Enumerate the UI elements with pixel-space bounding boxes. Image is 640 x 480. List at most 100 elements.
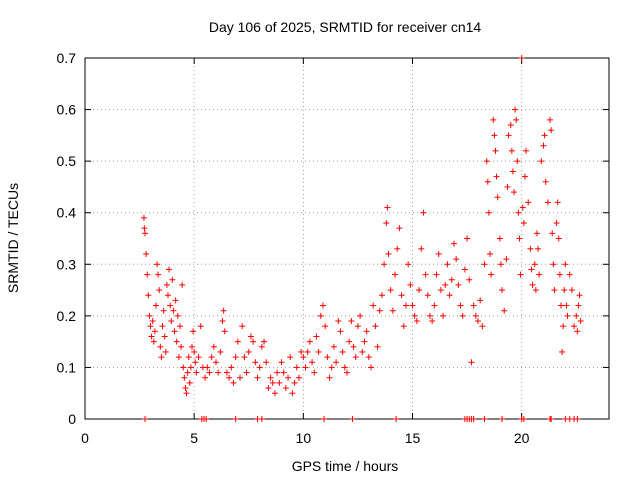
data-point	[291, 379, 298, 386]
data-point	[202, 374, 209, 381]
data-point	[368, 364, 375, 371]
x-tick-label: 0	[81, 430, 89, 446]
data-point	[557, 302, 564, 309]
data-point	[431, 302, 438, 309]
data-point	[420, 209, 427, 216]
data-point	[241, 354, 248, 361]
data-point	[385, 250, 392, 257]
data-point	[485, 209, 492, 216]
data-point	[576, 292, 583, 299]
data-point	[503, 256, 510, 263]
data-point	[527, 245, 534, 252]
data-point	[191, 348, 198, 355]
data-point	[400, 323, 407, 330]
data-point	[309, 359, 316, 366]
data-point	[496, 235, 503, 242]
data-point	[234, 338, 241, 345]
data-point	[481, 261, 488, 268]
data-point	[256, 364, 263, 371]
data-point	[551, 287, 558, 294]
data-point	[453, 256, 460, 263]
data-point	[370, 302, 377, 309]
data-point	[540, 142, 547, 149]
data-point	[394, 245, 401, 252]
data-point	[333, 359, 340, 366]
data-point	[396, 225, 403, 232]
data-point	[560, 323, 567, 330]
data-point	[359, 348, 366, 355]
zero-marker	[548, 416, 555, 422]
data-point	[226, 374, 233, 381]
data-point	[206, 369, 213, 376]
data-point	[566, 271, 573, 278]
data-point	[529, 281, 536, 288]
data-point	[424, 292, 431, 299]
data-point	[263, 359, 270, 366]
data-point	[461, 266, 468, 273]
data-point	[185, 354, 192, 361]
data-point	[381, 261, 388, 268]
data-point	[450, 240, 457, 247]
data-point	[230, 379, 237, 386]
data-point	[477, 297, 484, 304]
data-point	[554, 199, 561, 206]
data-point	[488, 271, 495, 278]
data-point	[190, 328, 197, 335]
data-point	[304, 348, 311, 355]
data-point	[220, 307, 227, 314]
data-point	[223, 369, 230, 376]
data-point	[173, 338, 180, 345]
data-point	[483, 158, 490, 165]
data-point	[254, 374, 261, 381]
data-point	[411, 312, 418, 319]
data-point	[239, 323, 246, 330]
data-point	[357, 312, 364, 319]
data-point	[247, 333, 254, 340]
data-point	[208, 354, 215, 361]
data-point	[245, 348, 252, 355]
data-point	[171, 328, 178, 335]
data-point	[457, 302, 464, 309]
zero-marker	[203, 416, 210, 422]
data-point	[547, 116, 554, 123]
data-point	[571, 323, 578, 330]
plot-frame	[84, 57, 610, 420]
x-tick-label: 5	[190, 430, 198, 446]
data-point	[140, 214, 147, 221]
y-axis-label: SRMTID / TECUs	[5, 183, 21, 293]
data-point	[158, 354, 165, 361]
data-point	[499, 287, 506, 294]
data-point	[532, 287, 539, 294]
data-point	[475, 318, 481, 325]
data-point	[472, 312, 479, 319]
y-tick-label: 0.1	[57, 359, 77, 375]
data-point	[494, 194, 501, 201]
data-point	[433, 271, 440, 278]
data-point	[568, 287, 575, 294]
data-point	[193, 369, 200, 376]
data-point	[497, 261, 504, 268]
data-point	[440, 312, 447, 319]
y-tick-label: 0.2	[57, 308, 77, 324]
data-point	[274, 369, 281, 376]
data-point	[330, 343, 337, 350]
data-point	[154, 261, 161, 268]
data-point	[523, 147, 530, 154]
data-point	[149, 318, 156, 325]
data-point	[313, 333, 320, 340]
data-point	[513, 116, 520, 123]
data-point	[188, 343, 195, 350]
data-point	[422, 271, 429, 278]
data-point	[577, 318, 584, 325]
data-point	[550, 261, 557, 268]
data-point	[174, 312, 181, 319]
data-point	[183, 390, 190, 397]
data-point	[561, 287, 568, 294]
data-point	[300, 354, 307, 361]
data-point	[328, 364, 335, 371]
data-point	[261, 338, 268, 345]
data-point	[213, 359, 219, 366]
data-point	[509, 168, 516, 175]
data-point	[521, 173, 528, 180]
data-point	[442, 281, 449, 288]
